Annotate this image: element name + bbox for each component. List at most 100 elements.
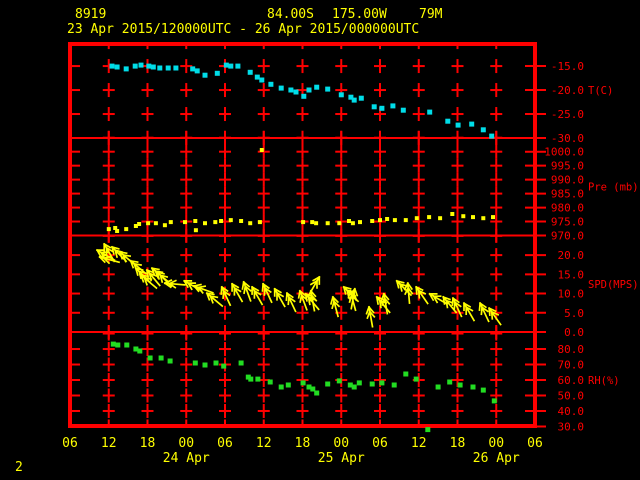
temperature-point: [157, 65, 163, 71]
date-label: 25 Apr: [318, 451, 365, 466]
axis-unit-label: Pre (mb): [588, 182, 639, 194]
temperature-point: [293, 89, 299, 95]
temperature-point: [123, 66, 129, 72]
relative_humidity-point: [413, 376, 419, 382]
relative_humidity-point: [238, 360, 244, 366]
relative_humidity-point: [379, 380, 385, 386]
temperature-point: [228, 63, 234, 69]
temperature-point: [268, 81, 274, 87]
relative_humidity-point: [457, 382, 463, 388]
relative_humidity-point: [470, 384, 476, 390]
wind-barb: [395, 279, 413, 297]
temperature-point: [469, 121, 475, 127]
temperature-point: [235, 63, 241, 69]
relative_humidity-point: [351, 384, 357, 390]
hour-label: 18: [295, 436, 311, 451]
temperature-point: [109, 63, 115, 69]
axis-tick-label: 0.0: [564, 326, 584, 339]
wind-barb: [273, 287, 286, 308]
relative_humidity-point: [267, 379, 273, 385]
relative_humidity-point: [300, 380, 306, 386]
axis-tick-label: 60.0: [558, 374, 585, 387]
relative_humidity-point: [110, 341, 116, 347]
pressure-point: [403, 218, 408, 223]
temperature-point: [138, 62, 144, 68]
pressure-point: [257, 220, 262, 225]
date-label: 26 Apr: [473, 451, 520, 466]
hour-label: 06: [217, 436, 233, 451]
temperature-point: [247, 69, 253, 75]
relative_humidity-point: [124, 342, 130, 348]
pressure-point: [378, 218, 382, 223]
axis-tick-label: -25.0: [551, 108, 584, 121]
wind-barb: [261, 282, 273, 304]
wind-barb: [205, 292, 224, 308]
axis-tick-label: 20.0: [558, 249, 585, 262]
wind-barb: [380, 292, 391, 315]
axis-unit-label: RH(%): [588, 375, 620, 387]
relative_humidity-point: [255, 376, 261, 382]
pressure-point: [471, 215, 475, 220]
axis-tick-label: 985.0: [551, 188, 584, 201]
pressure-point: [427, 215, 432, 220]
axis-tick-label: -30.0: [551, 132, 584, 145]
pressure-point: [113, 226, 118, 230]
pressure-point: [137, 222, 142, 226]
temperature-point: [173, 65, 179, 71]
axis-tick-label: 1000.0: [544, 146, 584, 159]
temperature-point: [314, 84, 320, 90]
relative_humidity-point: [491, 398, 497, 404]
axis-unit-label: T(C): [588, 85, 613, 97]
wind-barb: [403, 282, 414, 305]
temperature-point: [379, 105, 385, 111]
pressure-point: [325, 221, 330, 226]
axis-tick-label: 80.0: [558, 343, 585, 356]
axis-tick-label: 50.0: [558, 389, 585, 402]
station-id: 8919: [75, 7, 107, 22]
relative_humidity-point: [347, 382, 353, 388]
axis-tick-label: 40.0: [558, 405, 585, 418]
relative_humidity-point: [137, 348, 143, 354]
pressure-point: [168, 220, 173, 225]
relative_humidity-point: [202, 362, 208, 368]
hour-label: 00: [333, 436, 349, 451]
pressure-point: [310, 220, 315, 225]
temperature-point: [358, 95, 364, 101]
wind-barb: [220, 285, 232, 307]
pressure-point: [301, 220, 306, 225]
wind-barb: [98, 254, 121, 265]
temperature-point: [301, 93, 307, 99]
temperature-point: [194, 68, 200, 74]
pressure-point: [239, 219, 244, 223]
relative_humidity-point: [192, 360, 198, 366]
pressure-point: [337, 221, 342, 226]
wind-barb: [365, 305, 376, 328]
relative_humidity-point: [213, 360, 219, 366]
wind-barb: [250, 285, 264, 306]
wind-barb: [462, 302, 476, 322]
axis-tick-label: 995.0: [551, 160, 584, 173]
wind-barb: [145, 268, 161, 287]
hour-label: 12: [256, 436, 272, 451]
pressure-point: [385, 217, 390, 221]
pressure-point: [162, 223, 167, 228]
wind-barb: [415, 285, 429, 305]
pressure-point: [358, 220, 362, 225]
relative_humidity-point: [115, 342, 121, 348]
relative_humidity-point: [314, 390, 320, 396]
temperature-point: [445, 118, 451, 124]
pressure-point: [414, 216, 419, 221]
pressure-point: [183, 220, 187, 225]
temperature-point: [325, 86, 331, 92]
pressure-point: [392, 218, 397, 223]
pressure-point: [347, 219, 351, 223]
axis-unit-label: SPD(MPS): [588, 279, 639, 291]
axis-tick-label: 5.0: [564, 307, 584, 320]
hour-label: 12: [411, 436, 427, 451]
pressure-point: [259, 148, 264, 152]
wind-barb: [329, 295, 341, 318]
temperature-point: [132, 63, 138, 69]
temperature-point: [259, 77, 265, 83]
